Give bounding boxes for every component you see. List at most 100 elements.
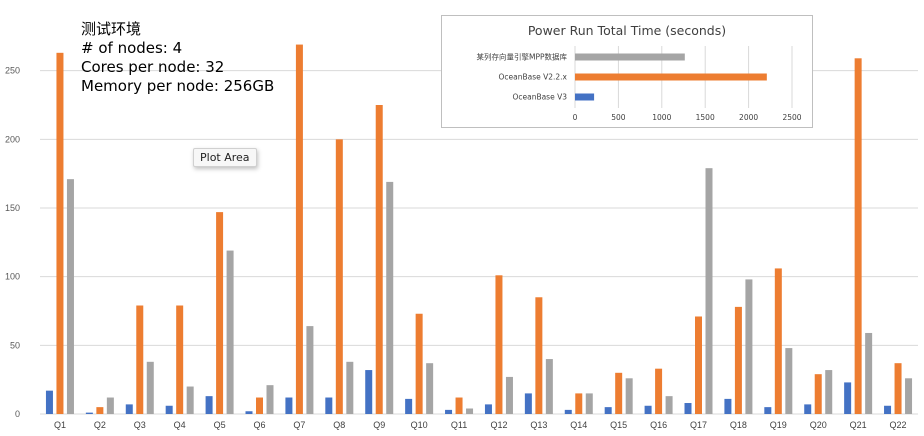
bar-q5-s2 [216,212,224,414]
inset-x-tick-label: 500 [611,113,626,122]
x-tick-label: Q13 [530,420,547,430]
bar-q7-s3 [306,326,314,414]
bar-q10-s3 [426,363,434,414]
bar-q11-s3 [466,408,474,414]
bar-q12-s2 [495,275,503,414]
y-tick-label: 150 [5,203,20,213]
bar-q21-s3 [865,332,873,414]
bar-q10-s2 [415,313,423,414]
x-tick-label: Q14 [570,420,587,430]
x-tick-label: Q10 [411,420,428,430]
y-tick-label: 0 [15,409,20,419]
bar-q11-s2 [455,397,463,414]
bar-q13-s2 [535,297,543,414]
bar-q8-s3 [346,361,354,414]
bar-q1-s3 [66,179,74,414]
inset-chart-title: Power Run Total Time (seconds) [527,23,727,38]
bar-q9-s2 [375,105,383,414]
bar-q16-s2 [655,368,663,414]
bar-q11-s1 [445,409,453,414]
inset-bar-2 [575,73,767,81]
test-environment-info: 测试环境 # of nodes: 4 Cores per node: 32 Me… [81,20,274,96]
bar-q22-s1 [884,405,892,414]
x-tick-label: Q9 [373,420,385,430]
bar-q3-s1 [125,404,133,414]
bar-q22-s3 [905,378,913,414]
bar-q3-s2 [136,305,144,414]
inset-x-tick-label: 2500 [782,113,801,122]
bar-q20-s2 [814,374,822,414]
bar-q19-s3 [785,348,793,414]
bar-q21-s1 [844,382,852,414]
x-tick-label: Q6 [253,420,265,430]
inset-category-label: OceanBase V3 [512,93,567,102]
y-tick-label: 200 [5,134,20,144]
y-tick-label: 250 [5,66,20,76]
inset-x-tick-label: 0 [573,113,578,122]
inset-x-tick-label: 1000 [652,113,671,122]
bar-q10-s1 [405,398,413,414]
bar-q9-s3 [386,181,394,414]
x-tick-label: Q4 [174,420,186,430]
bar-q4-s3 [186,386,194,414]
bar-q17-s1 [684,403,692,414]
bar-q17-s3 [705,168,713,414]
y-tick-label: 100 [5,272,20,282]
inset-category-label: OceanBase V2.2.x [498,73,567,82]
bar-q15-s2 [615,372,623,414]
bar-q1-s1 [45,390,53,414]
bar-q7-s1 [285,397,293,414]
bar-q8-s2 [335,139,343,415]
bar-q22-s2 [894,363,902,414]
bar-q12-s3 [505,376,513,414]
bar-q14-s3 [585,393,593,414]
bar-q8-s1 [325,397,333,414]
x-tick-label: Q15 [610,420,627,430]
x-tick-label: Q2 [94,420,106,430]
bar-q3-s3 [146,361,154,414]
bar-q17-s2 [695,316,702,414]
bar-q21-s2 [854,58,862,414]
bar-q16-s1 [644,405,652,414]
bar-q19-s2 [774,268,782,414]
inset-x-tick-label: 1500 [696,113,715,122]
bar-q20-s3 [825,370,833,414]
bar-q16-s3 [665,396,673,414]
bar-q5-s1 [205,396,213,414]
x-tick-label: Q16 [650,420,667,430]
bar-q7-s2 [295,44,303,414]
inset-bar-3 [575,93,595,101]
x-tick-label: Q12 [490,420,507,430]
x-tick-label: Q7 [293,420,305,430]
info-title: 测试环境 [81,20,142,38]
x-tick-label: Q21 [850,420,867,430]
info-cores: Cores per node: 32 [81,58,225,76]
x-tick-label: Q20 [810,420,827,430]
bar-q15-s3 [625,378,633,414]
bar-q1-s2 [56,52,64,415]
bar-q9-s1 [365,370,373,414]
inset-bar-1 [575,53,685,61]
bar-q4-s2 [176,305,184,414]
x-tick-label: Q18 [730,420,747,430]
x-tick-label: Q5 [214,420,226,430]
x-tick-label: Q11 [451,420,467,430]
x-tick-label: Q17 [690,420,707,430]
bar-q2-s1 [85,412,93,414]
bar-q14-s2 [575,393,583,414]
info-memory: Memory per node: 256GB [81,77,275,95]
bar-q12-s1 [484,404,492,414]
bar-q19-s1 [764,407,772,414]
bar-q6-s3 [266,385,274,414]
bar-q18-s2 [734,306,742,414]
x-tick-label: Q19 [770,420,787,430]
bar-q5-s3 [226,250,234,414]
plot-area-tooltip: Plot Area [193,148,257,167]
bar-q13-s1 [524,393,532,414]
bar-q6-s2 [256,397,263,414]
bar-q18-s3 [745,279,753,414]
x-tick-label: Q1 [54,420,66,430]
bar-q20-s1 [804,404,812,414]
info-nodes: # of nodes: 4 [81,39,183,57]
